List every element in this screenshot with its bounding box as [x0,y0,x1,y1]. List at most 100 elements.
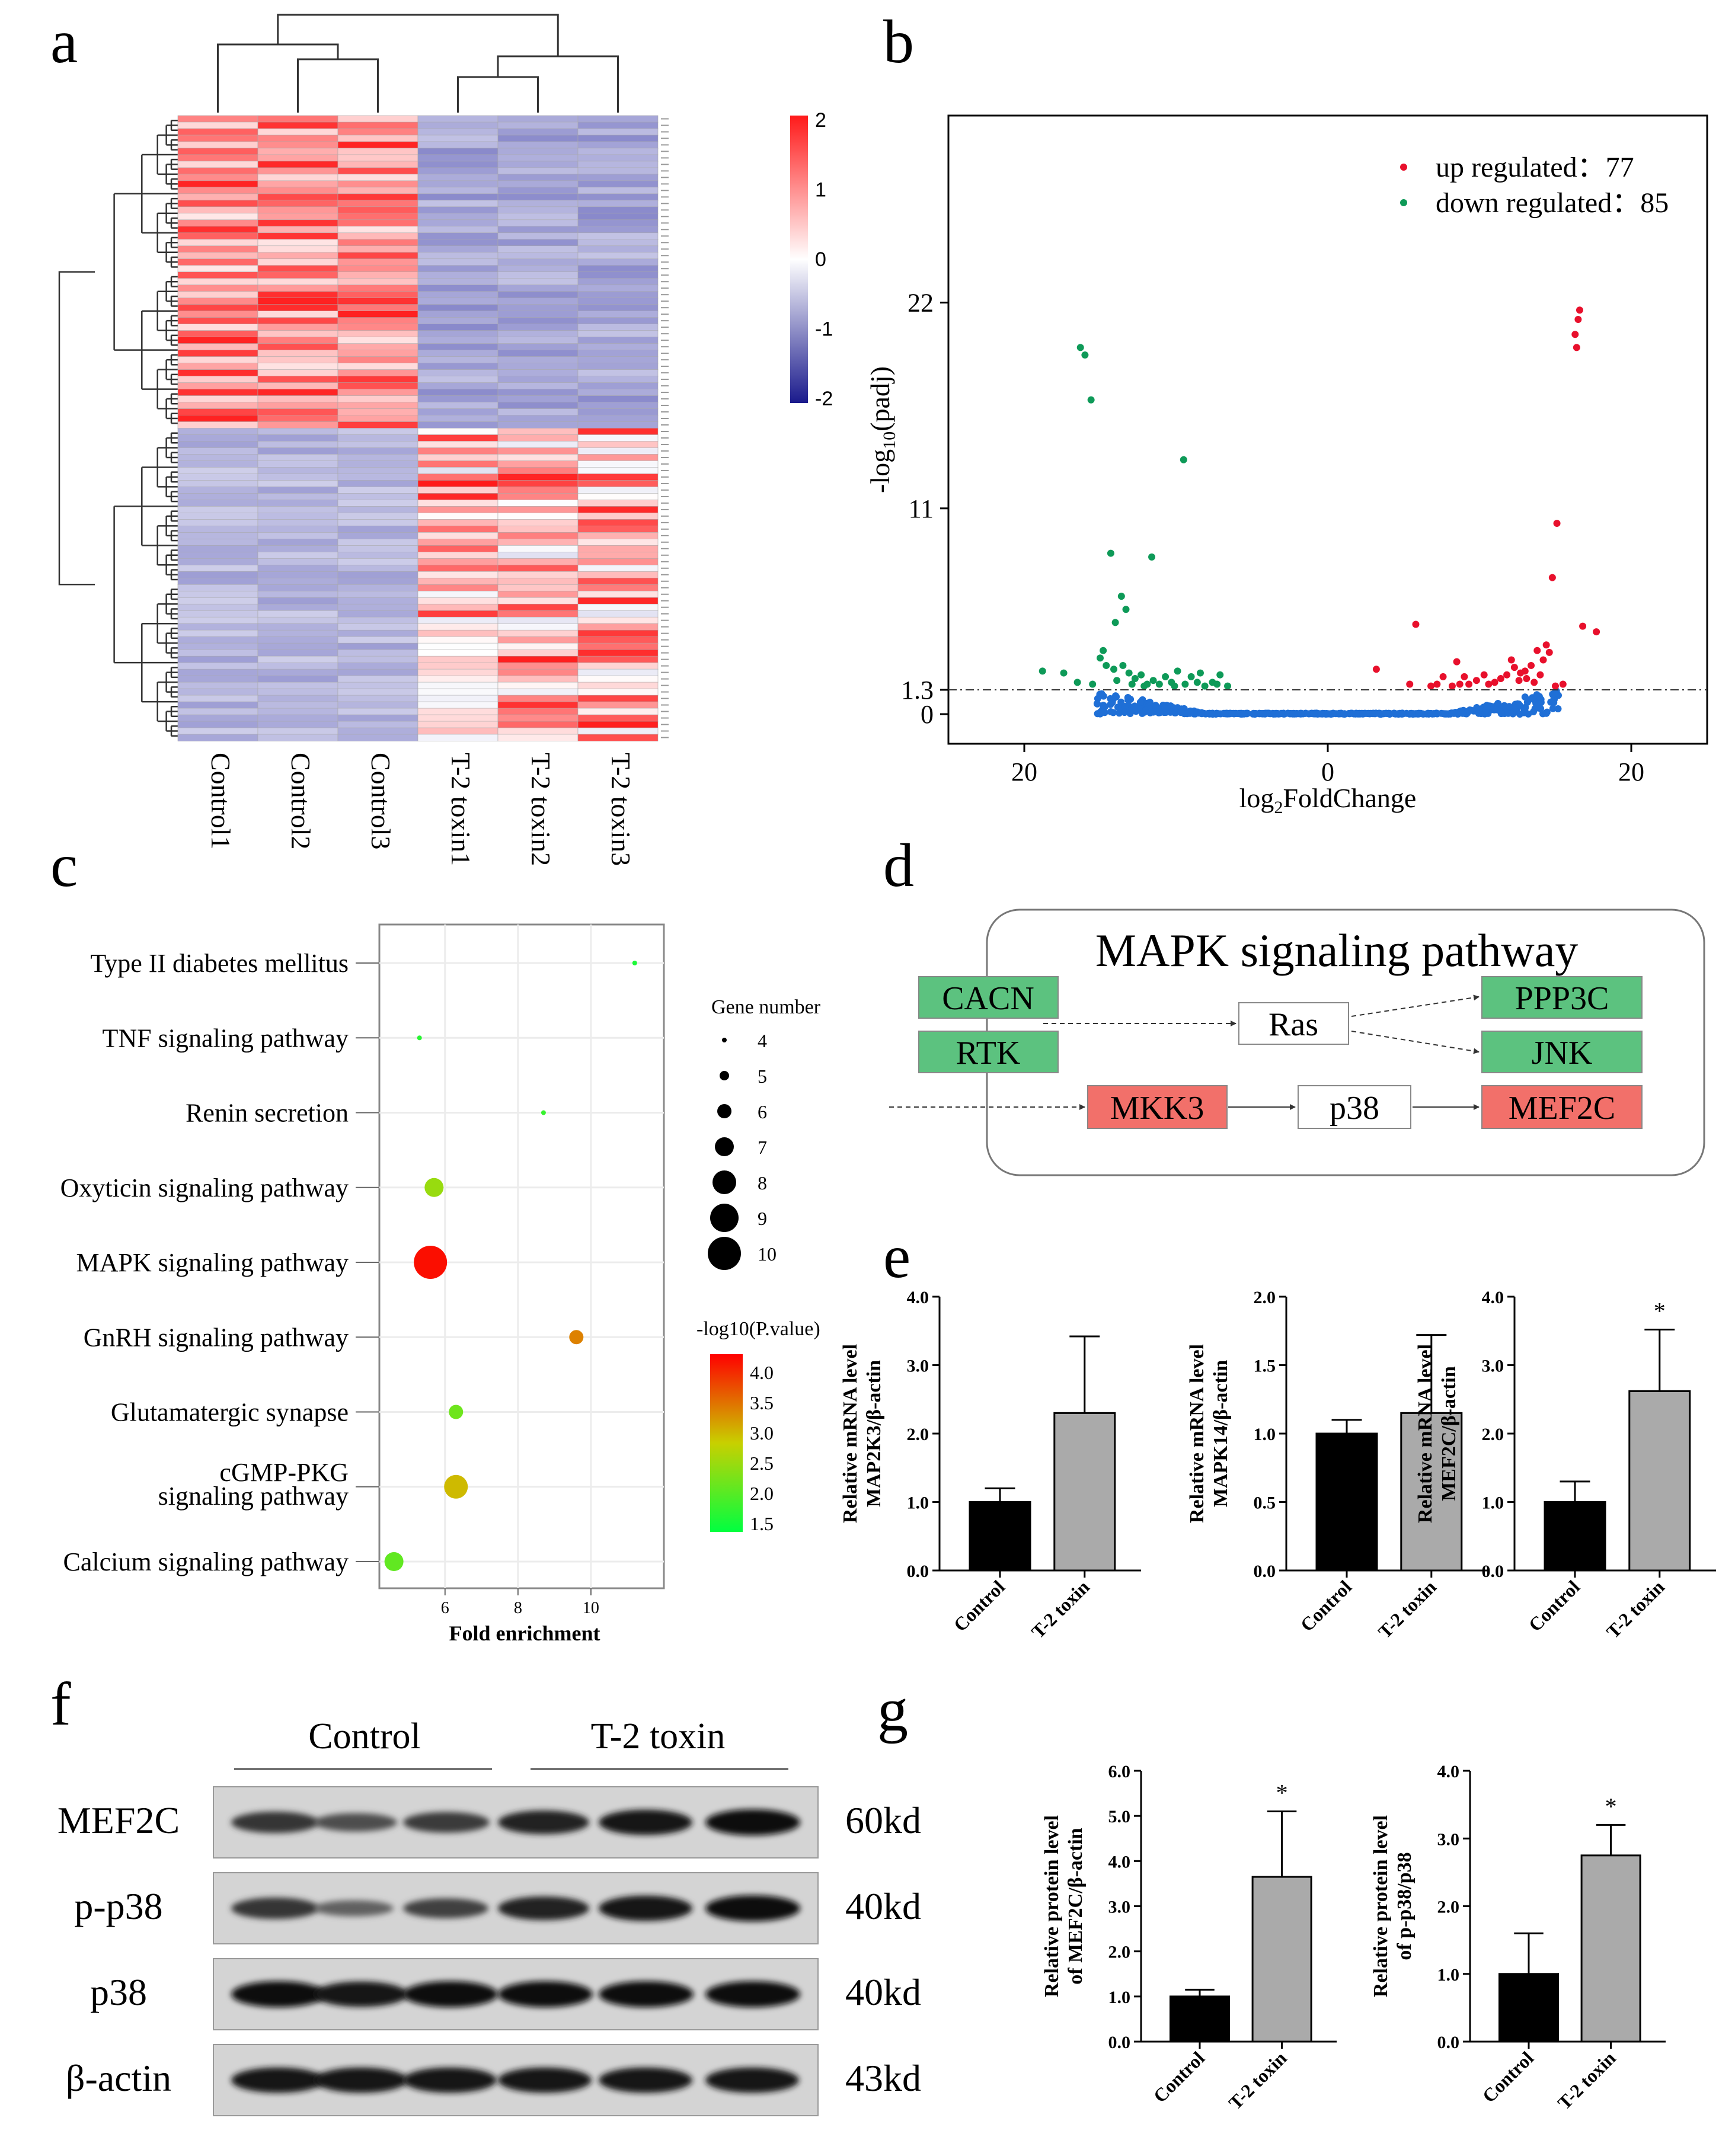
heatmap-cell [497,284,579,292]
heatmap-cell [417,675,499,683]
heatmap-cell [417,708,499,715]
heatmap-cell [577,213,659,220]
heatmap-cell [177,727,258,735]
heatmap-cell [177,708,258,715]
volcano-point-up [1461,673,1468,680]
heatmap-cell [257,551,338,559]
heatmap-cell [337,421,418,429]
heatmap-cell [177,506,258,514]
node-mkk3 [1087,1085,1228,1129]
heatmap-cell [337,577,418,586]
heatmap-cell [577,206,659,214]
heatmap-cell [577,252,659,260]
heatmap-cell [257,447,338,455]
y-tick-label: 0.0 [907,1562,929,1581]
heatmap-cell [577,571,659,579]
heatmap-cell [497,213,579,220]
blot-band [314,1981,408,2007]
y-tick-label: 3.0 [1437,1829,1460,1849]
heatmap-cell [577,434,659,442]
heatmap-cell [337,474,418,481]
heatmap-cell [257,577,338,586]
column-dendrogram [217,14,619,113]
volcano-point-ns [1094,700,1101,708]
heatmap-cell [337,324,418,331]
volcano-point-ns [1161,704,1169,712]
heatmap-cell [337,219,418,227]
volcano-point-ns [1475,709,1482,716]
term-label: MAPK signaling pathway [76,1248,349,1277]
heatmap-cell [497,532,579,540]
heatmap-cell [417,148,499,155]
heatmap-cell [257,408,338,416]
heatmap-cell [337,539,418,546]
heatmap-cell [417,500,499,507]
blot-band [403,1981,498,2007]
node-jnk-label: JNK [1532,1035,1593,1071]
heatmap-cell [577,245,659,253]
panel-label-e: e [883,1223,910,1291]
heatmap-cell [497,278,579,286]
heatmap-cell [337,428,418,436]
heatmap-cell [257,395,338,403]
heatmap-cell [177,128,258,136]
blot-band [403,1898,488,1918]
heatmap-cell [257,376,338,383]
y-axis-label: of MEF2C/β-actin [1065,1828,1087,1984]
heatmap-cell [257,714,338,722]
color-legend-label: 3.0 [750,1422,774,1444]
heatmap-cell [497,500,579,507]
heatmap-cell [337,545,418,553]
heatmap-cell [257,682,338,689]
heatmap-cell [497,539,579,546]
heatmap-cell [337,115,418,123]
volcano-point-ns [1365,710,1372,717]
heatmap-cell [417,291,499,299]
volcano-point-ns [1473,704,1481,711]
heatmap-cell [497,682,579,689]
heatmap-cell [577,577,659,586]
heatmap-cell [177,284,258,292]
volcano-point-ns [1516,702,1524,709]
volcano-point-up [1539,656,1547,664]
heatmap-cell [337,187,418,194]
heatmap-cell [177,682,258,689]
blot-band [498,1896,589,1921]
volcano-point-ns [1382,709,1390,717]
heatmap-cell [417,493,499,501]
heatmap-cell [177,206,258,214]
heatmap-cell [497,467,579,475]
heatmap-cell [497,369,579,377]
heatmap-cell [337,721,418,728]
heatmap-cell [577,317,659,325]
volcano-point-up [1515,677,1523,684]
y-tick-label: 1.3 [901,676,934,705]
enrichment-point [384,1552,404,1571]
heatmap-cell [417,121,499,129]
heatmap-cell [257,245,338,253]
heatmap-cell [177,474,258,481]
group-label-toxin: T-2 toxin [591,1716,726,1757]
volcano-point-down [1138,671,1145,679]
volcano-point-ns [1525,710,1532,718]
heatmap-cell [337,551,418,559]
heatmap-cell [337,298,418,305]
heatmap-cell [417,597,499,605]
y-tick-label: 2.0 [1108,1943,1131,1962]
heatmap-cell [337,213,418,220]
volcano-point-ns [1459,709,1466,717]
volcano-point-ns [1391,709,1398,717]
heatmap-cell [177,395,258,403]
heatmap-cell [417,513,499,520]
heatmap-cell [417,298,499,305]
heatmap-cell [337,597,418,605]
heatmap-cell [257,232,338,240]
volcano-point-up [1533,647,1541,654]
heatmap-cell [417,474,499,481]
heatmap-cell [497,545,579,553]
volcano-point-ns [1113,693,1120,700]
heatmap-cell [417,258,499,266]
heatmap-cell [417,141,499,149]
heatmap-cell [417,584,499,592]
heatmap-cell [337,376,418,383]
